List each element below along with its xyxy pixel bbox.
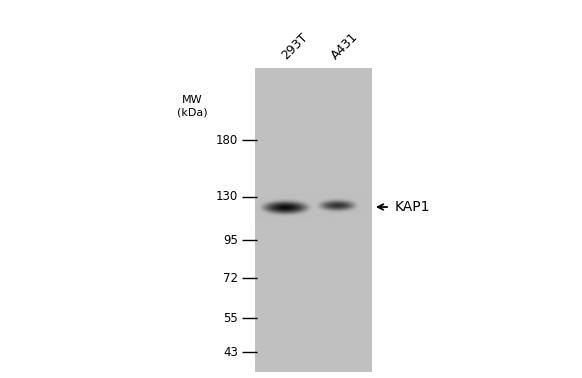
Text: 72: 72 <box>223 271 238 285</box>
Text: 180: 180 <box>216 133 238 147</box>
Text: MW
(kDa): MW (kDa) <box>177 95 207 118</box>
Text: KAP1: KAP1 <box>395 200 431 214</box>
Text: 43: 43 <box>223 345 238 358</box>
Text: 130: 130 <box>216 191 238 203</box>
Text: A431: A431 <box>329 30 361 62</box>
Bar <box>255 68 372 372</box>
Text: 95: 95 <box>223 234 238 246</box>
Text: 55: 55 <box>223 311 238 324</box>
Text: 293T: 293T <box>279 31 310 62</box>
